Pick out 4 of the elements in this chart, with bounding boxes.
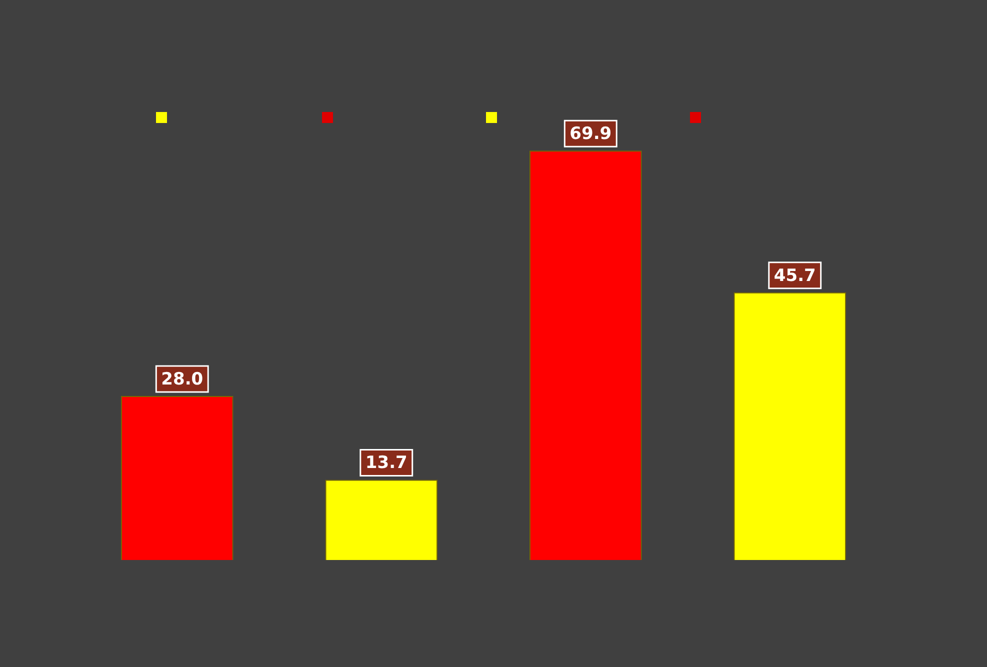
data-label: 13.7 — [365, 453, 408, 474]
data-label: 69.9 — [570, 124, 612, 144]
data-label: 28.0 — [161, 369, 204, 390]
data-label: 45.7 — [774, 266, 816, 286]
